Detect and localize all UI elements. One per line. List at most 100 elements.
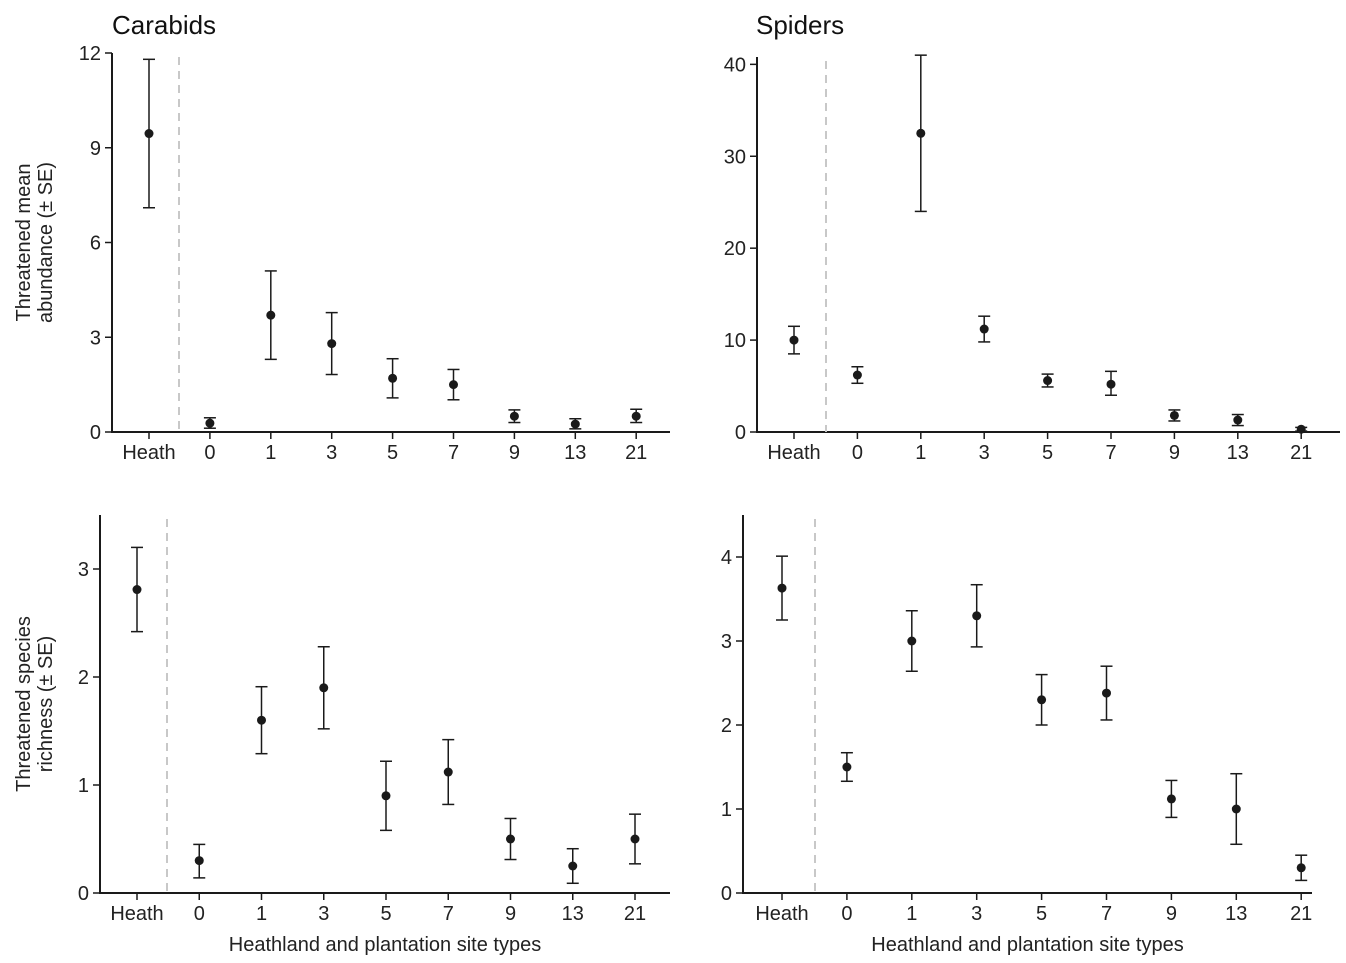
y-tick-label: 0 [721, 883, 732, 905]
y-axis-label: abundance (± SE) [35, 162, 57, 323]
x-tick-label: 13 [562, 903, 584, 925]
x-tick-label: 3 [318, 903, 329, 925]
y-tick-label: 6 [90, 233, 101, 255]
data-point [1106, 379, 1116, 389]
x-tick-label: 3 [326, 442, 337, 464]
data-point [1037, 695, 1047, 705]
x-tick-label: 5 [380, 903, 391, 925]
data-point [266, 310, 276, 320]
data-point [144, 129, 154, 139]
y-tick-label: 3 [90, 327, 101, 349]
x-tick-label: 0 [204, 442, 215, 464]
x-tick-label: 9 [1166, 903, 1177, 925]
data-point [1233, 415, 1243, 425]
y-tick-label: 3 [78, 559, 89, 581]
data-point [916, 128, 926, 138]
data-point [568, 861, 578, 871]
x-tick-label: 7 [448, 442, 459, 464]
data-point [842, 762, 852, 772]
data-point [205, 418, 215, 428]
x-tick-label: 1 [256, 903, 267, 925]
x-tick-label: 7 [1101, 903, 1112, 925]
y-tick-label: 2 [78, 667, 89, 689]
x-tick-label: 21 [1290, 903, 1312, 925]
data-point [257, 715, 266, 725]
y-tick-label: 10 [724, 330, 746, 352]
x-tick-label: 5 [1042, 442, 1053, 464]
y-tick-label: 40 [724, 54, 746, 76]
y-tick-label: 3 [721, 631, 732, 653]
data-point [319, 683, 329, 693]
x-axis-label: Heathland and plantation site types [229, 934, 541, 956]
x-tick-label: 1 [265, 442, 276, 464]
data-point [1169, 410, 1179, 420]
data-point [972, 611, 982, 621]
x-tick-label: 3 [979, 442, 990, 464]
data-point [1296, 424, 1306, 434]
data-point [789, 335, 799, 345]
y-axis-label: Threatened species [13, 616, 35, 792]
y-tick-label: 0 [90, 422, 101, 444]
y-tick-label: 1 [721, 799, 732, 821]
data-point [1166, 794, 1176, 804]
y-tick-label: 0 [78, 883, 89, 905]
panel-title: Carabids [112, 10, 216, 40]
x-tick-label: 21 [1290, 442, 1312, 464]
y-axis-label: richness (± SE) [35, 636, 57, 773]
data-point [449, 380, 458, 390]
data-point [132, 585, 142, 595]
data-point [327, 339, 337, 349]
x-tick-label: 13 [1227, 442, 1249, 464]
x-tick-label: 3 [971, 903, 982, 925]
data-point [777, 583, 787, 593]
data-point [1102, 688, 1111, 698]
x-tick-label: 13 [564, 442, 586, 464]
x-tick-label: 5 [387, 442, 398, 464]
y-tick-label: 4 [721, 547, 732, 569]
x-tick-label: 0 [841, 903, 852, 925]
data-point [979, 324, 989, 334]
x-tick-label: 5 [1036, 903, 1047, 925]
x-axis-label: Heathland and plantation site types [871, 934, 1183, 956]
x-tick-label: Heath [767, 442, 820, 464]
x-tick-label: 9 [1169, 442, 1180, 464]
y-tick-label: 9 [90, 138, 101, 160]
x-tick-label: 9 [509, 442, 520, 464]
data-point [630, 834, 640, 844]
x-tick-label: 0 [194, 903, 205, 925]
x-tick-label: Heath [755, 903, 808, 925]
x-tick-label: 7 [1105, 442, 1116, 464]
data-point [443, 767, 453, 777]
y-tick-label: 0 [735, 422, 746, 444]
data-point [631, 411, 641, 421]
x-tick-label: 0 [852, 442, 863, 464]
data-point [1231, 804, 1241, 814]
x-tick-label: 21 [625, 442, 647, 464]
data-point [509, 411, 519, 421]
y-tick-label: 1 [78, 775, 89, 797]
x-tick-label: 21 [624, 903, 646, 925]
data-point [907, 636, 917, 646]
panel-title: Spiders [756, 10, 844, 40]
data-point [570, 419, 580, 429]
x-tick-label: Heath [110, 903, 163, 925]
data-point [506, 834, 515, 844]
y-tick-label: 30 [724, 146, 746, 168]
x-tick-label: 7 [443, 903, 454, 925]
y-tick-label: 12 [79, 43, 101, 65]
data-point [1296, 863, 1306, 873]
y-tick-label: 2 [721, 715, 732, 737]
x-tick-label: 9 [505, 903, 516, 925]
x-tick-label: 1 [906, 903, 917, 925]
data-point [1043, 376, 1053, 386]
x-tick-label: 1 [915, 442, 926, 464]
x-tick-label: Heath [122, 442, 175, 464]
data-point [194, 856, 204, 866]
y-tick-label: 20 [724, 238, 746, 260]
data-point [381, 791, 391, 801]
